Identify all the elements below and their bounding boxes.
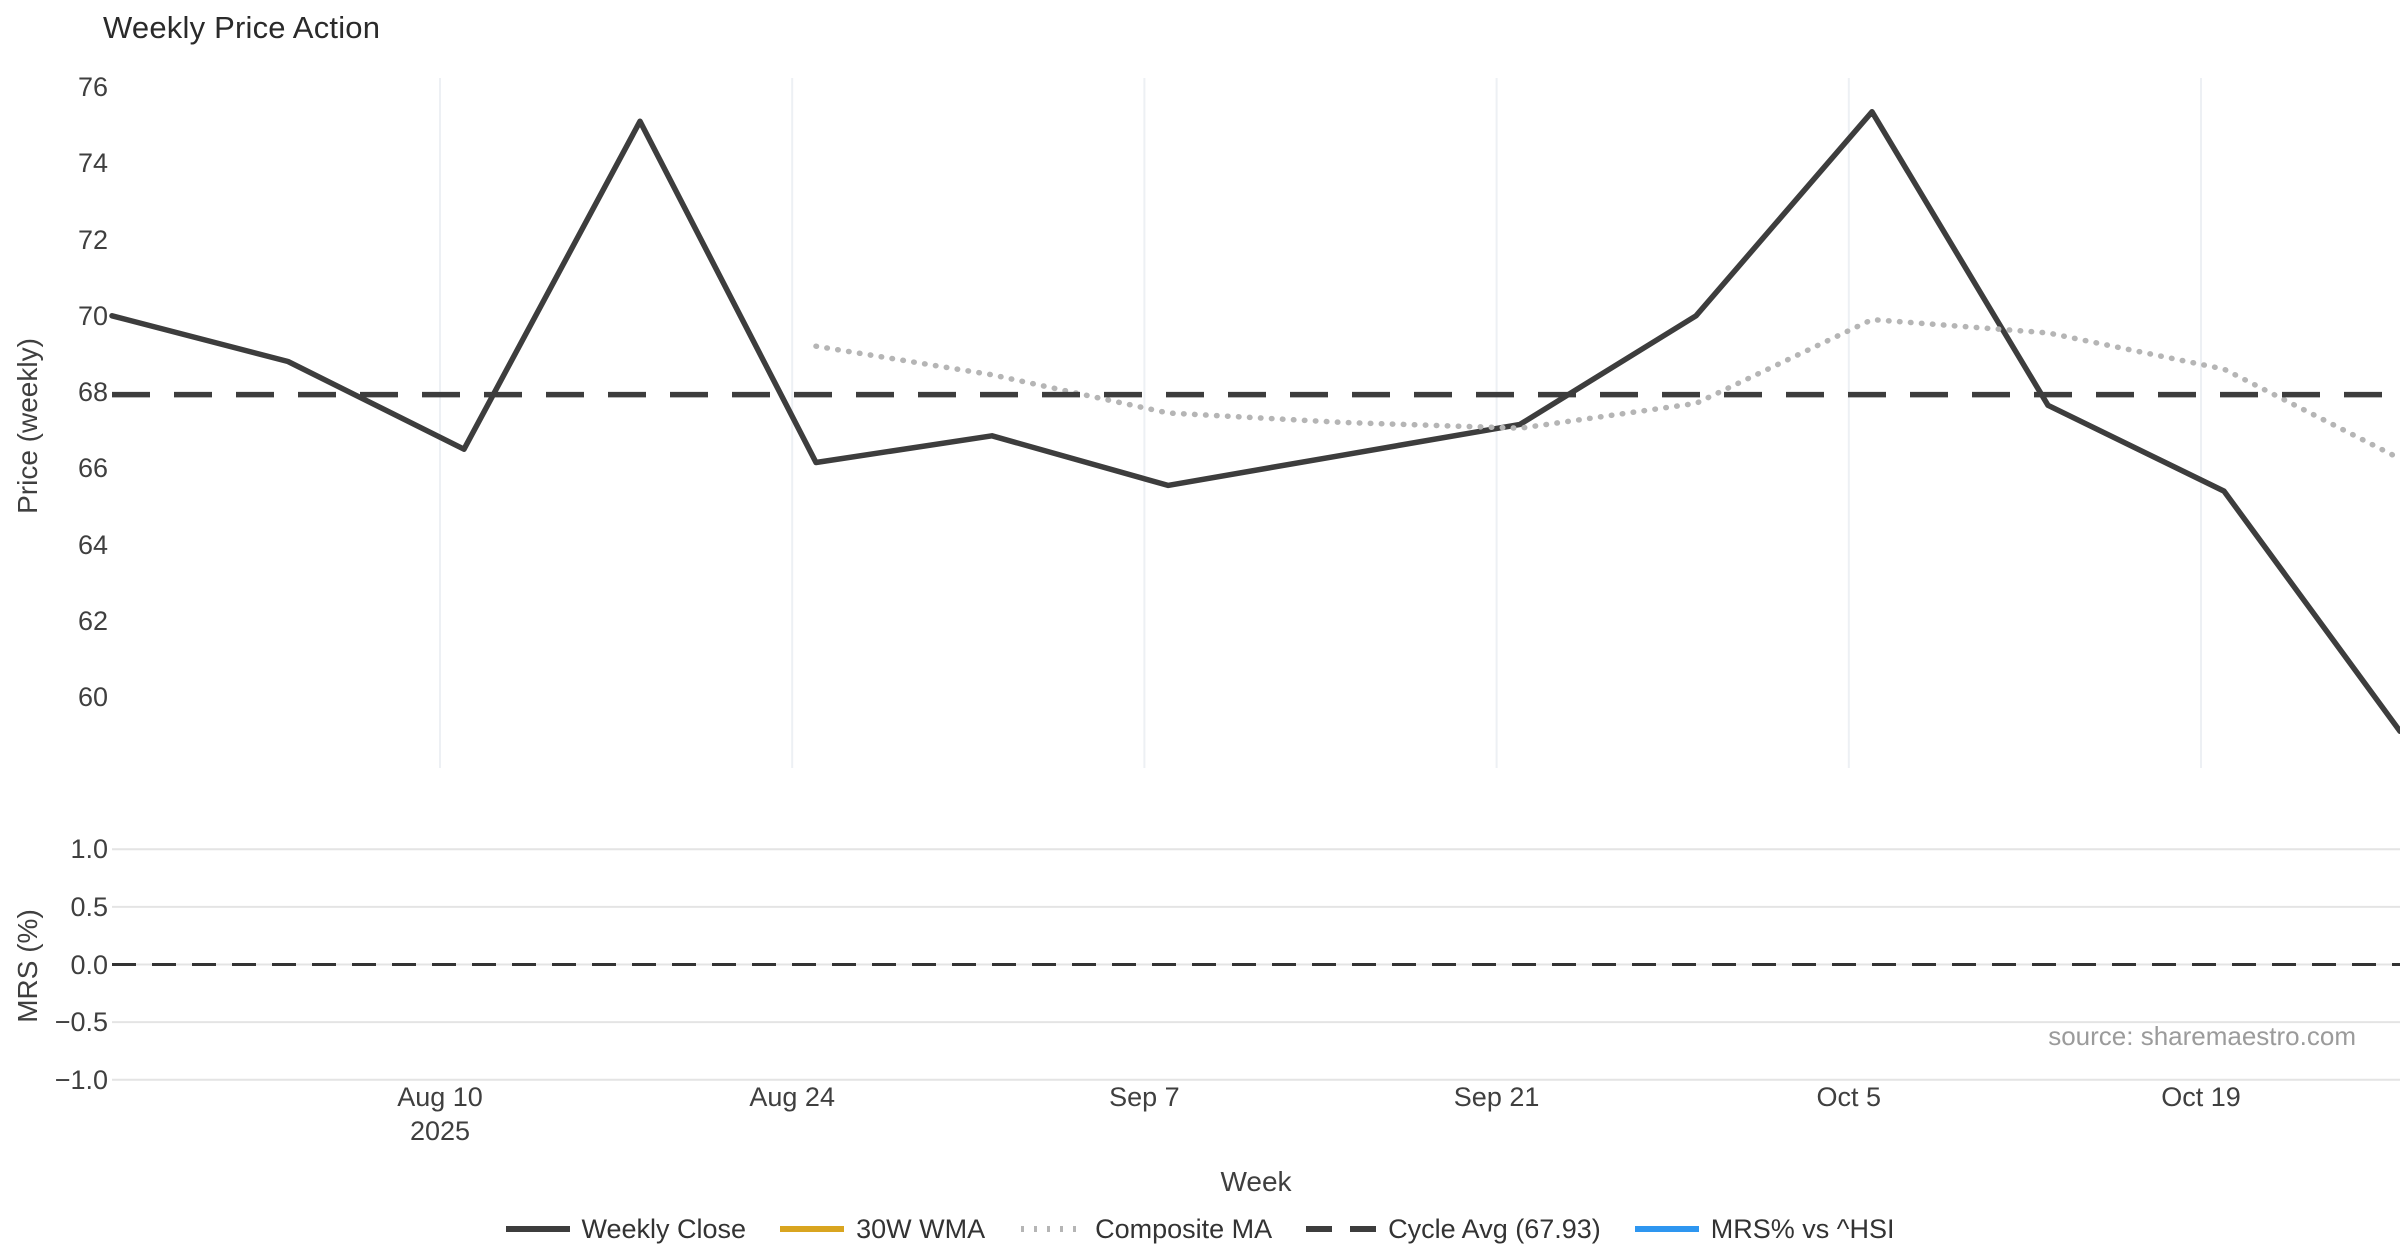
legend-item-30w-wma[interactable]: 30W WMA xyxy=(780,1214,985,1245)
legend-item-cycle-avg[interactable]: Cycle Avg (67.93) xyxy=(1306,1214,1601,1245)
legend-label: MRS% vs ^HSI xyxy=(1710,1213,1895,1244)
legend-item-weekly-close[interactable]: Weekly Close xyxy=(505,1213,747,1245)
composite-ma-dotted-swatch-icon xyxy=(1021,1226,1084,1232)
legend-label: Weekly Close xyxy=(581,1213,747,1244)
legend-label: Composite MA xyxy=(1095,1213,1273,1244)
legend-label: Cycle Avg (67.93) xyxy=(1388,1213,1601,1244)
legend-item-mrs[interactable]: MRS% vs ^HSI xyxy=(1634,1213,1895,1245)
mrs-line-swatch-icon xyxy=(1634,1226,1699,1232)
weekly-close-line-swatch-icon xyxy=(505,1226,570,1232)
legend-item-composite-ma[interactable]: Composite MA xyxy=(1019,1214,1272,1245)
legend-label: 30W WMA xyxy=(856,1213,986,1244)
legend: Weekly Close 30W WMA Composite MA Cycle … xyxy=(0,1206,2400,1252)
cycle-avg-dashed-swatch-icon xyxy=(1306,1226,1377,1232)
wma-line-swatch-icon xyxy=(780,1226,845,1232)
